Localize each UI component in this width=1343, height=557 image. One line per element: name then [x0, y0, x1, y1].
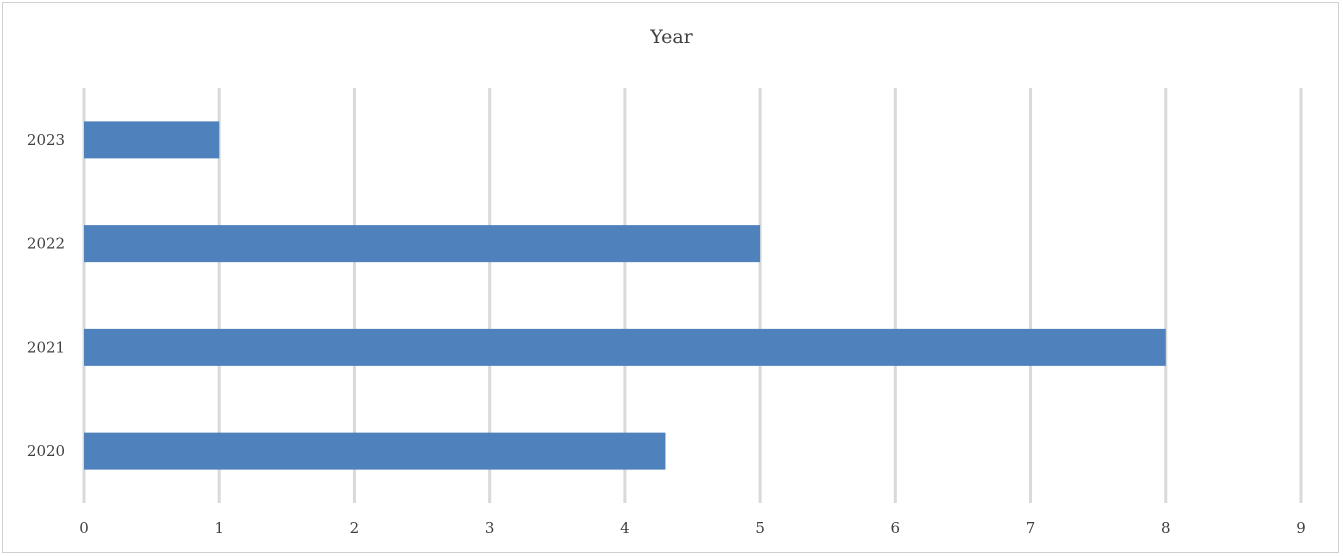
x-tick-label: 8 — [1161, 519, 1171, 537]
bar — [84, 121, 220, 159]
y-tick-label: 2022 — [27, 235, 65, 253]
x-tick-label: 0 — [79, 519, 89, 537]
x-tick-label: 5 — [755, 519, 765, 537]
bar — [84, 432, 666, 470]
x-tick-label: 1 — [214, 519, 224, 537]
chart-title: Year — [650, 26, 693, 48]
bar — [84, 328, 1166, 366]
x-tick-label: 7 — [1026, 519, 1036, 537]
x-tick-label: 9 — [1296, 519, 1306, 537]
x-tick-label: 6 — [891, 519, 901, 537]
y-tick-label: 2020 — [27, 442, 65, 460]
x-tick-label: 4 — [620, 519, 630, 537]
y-tick-label: 2023 — [27, 131, 65, 149]
y-tick-label: 2021 — [27, 338, 65, 356]
bar — [84, 225, 761, 263]
x-tick-label: 2 — [350, 519, 360, 537]
x-tick-label: 3 — [485, 519, 495, 537]
